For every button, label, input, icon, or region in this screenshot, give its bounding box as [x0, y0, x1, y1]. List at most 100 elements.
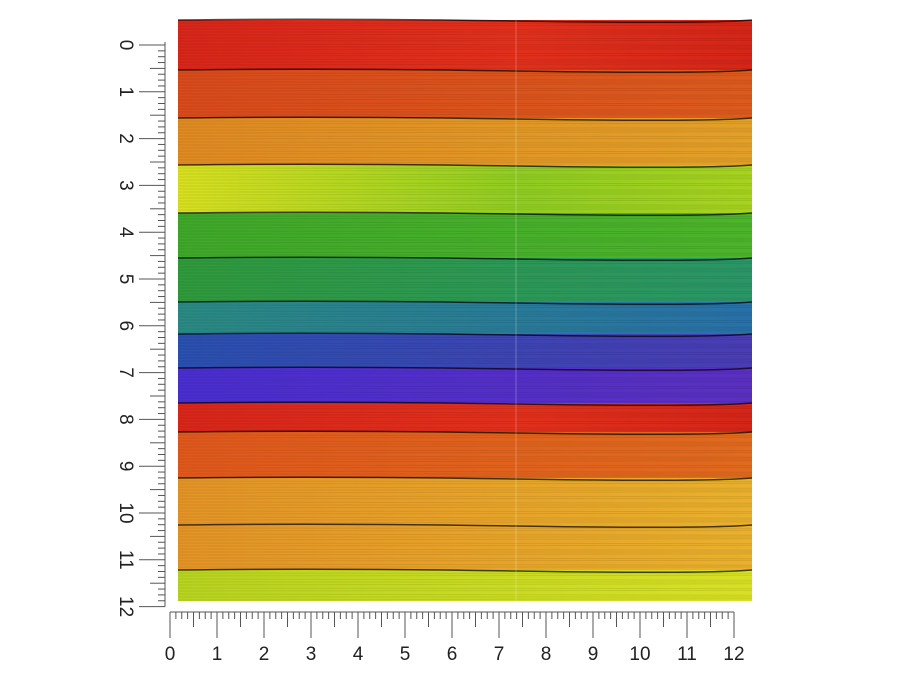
wood-grain: [177, 33, 753, 36]
ruler-label: 1: [212, 644, 223, 665]
wood-grain: [177, 208, 753, 211]
wood-grain: [177, 203, 753, 206]
wood-grain: [177, 563, 753, 566]
wood-grain: [177, 574, 753, 577]
plank: [178, 334, 752, 368]
plank-edge: [177, 256, 753, 262]
plank: [178, 258, 752, 302]
wood-grain: [177, 260, 753, 263]
wood-grain: [177, 391, 753, 394]
ruler-label: 2: [259, 644, 270, 665]
ruler-label: 0: [115, 40, 136, 51]
ruler-label: 4: [353, 644, 364, 665]
wood-grain: [177, 506, 753, 509]
wood-grain: [177, 449, 753, 452]
wood-grain: [177, 400, 753, 403]
ruler-label: 12: [723, 644, 744, 665]
ruler-label: 12: [115, 596, 136, 617]
wood-grain: [177, 593, 753, 596]
wood-grain: [177, 122, 753, 125]
wood-grain: [177, 217, 753, 220]
wood-grain: [177, 407, 753, 410]
wood-grain: [177, 416, 753, 419]
plank: [178, 70, 752, 118]
wood-grain: [177, 126, 753, 129]
wood-grain: [177, 54, 753, 57]
wood-grain: [177, 271, 753, 274]
wood-grain: [177, 135, 753, 138]
wood-grain: [177, 281, 753, 284]
wood-grain: [177, 422, 753, 425]
plank-edge: [177, 300, 753, 306]
ruler-label: 3: [115, 180, 136, 191]
plank-edge: [177, 366, 753, 372]
ruler-label: 8: [115, 414, 136, 425]
wood-grain: [177, 72, 753, 75]
ruler-label: 10: [115, 502, 136, 523]
wood-grain: [177, 325, 753, 328]
wood-grain: [177, 215, 753, 218]
wood-grain: [177, 587, 753, 590]
wood-grain: [177, 141, 753, 144]
wood-grain: [177, 251, 753, 254]
wood-grain: [177, 482, 753, 485]
wood-grain: [177, 396, 753, 399]
wood-grain: [177, 161, 753, 164]
wood-grain: [177, 277, 753, 280]
wood-grain: [177, 315, 753, 318]
wood-grain: [177, 559, 753, 562]
wood-grain: [177, 102, 753, 105]
wood-grain: [177, 542, 753, 545]
wood-grain: [177, 247, 753, 250]
wood-grain: [177, 512, 753, 515]
wood-grain: [177, 245, 753, 248]
wood-grain: [177, 578, 753, 581]
wood-grain: [177, 221, 753, 224]
ruler-label: 8: [541, 644, 552, 665]
wood-grain: [177, 266, 753, 269]
wood-grain: [177, 131, 753, 134]
wood-grain: [177, 120, 753, 123]
wood-grain: [177, 226, 753, 229]
plank-edge: [177, 116, 753, 122]
ruler-label: 0: [165, 644, 176, 665]
plank: [178, 165, 752, 213]
wood-grain: [177, 420, 753, 423]
wood-grain: [177, 338, 753, 341]
wood-grain: [177, 351, 753, 354]
wood-grain: [177, 516, 753, 519]
plank-edge: [177, 568, 753, 574]
ruler-label: 11: [677, 644, 697, 665]
wood-grain: [177, 87, 753, 90]
plank-edge: [177, 523, 753, 529]
wood-grain: [177, 197, 753, 200]
wood-grain: [177, 22, 753, 25]
ruler-label: 4: [115, 227, 136, 238]
wood-grain: [177, 78, 753, 81]
wood-grain: [177, 495, 753, 498]
wood-grain: [177, 381, 753, 384]
wood-grain: [177, 589, 753, 592]
wood-grain: [177, 290, 753, 293]
plank: [178, 302, 752, 334]
wood-grain: [177, 108, 753, 111]
wood-grain: [177, 353, 753, 356]
wood-grain: [177, 236, 753, 239]
wood-grain: [177, 37, 753, 40]
plank-edge: [177, 401, 753, 407]
wood-grain: [177, 445, 753, 448]
wood-grain: [177, 98, 753, 101]
wood-grain: [177, 342, 753, 345]
wood-grain: [177, 319, 753, 322]
wood-grain: [177, 83, 753, 86]
wood-grain: [177, 28, 753, 31]
ruler-label: 10: [629, 644, 650, 665]
wood-grain: [177, 184, 753, 187]
wood-grain: [177, 286, 753, 289]
plank: [178, 478, 752, 525]
wood-grain: [177, 501, 753, 504]
wood-grain: [177, 460, 753, 463]
ruler-label: 9: [588, 644, 599, 665]
wood-grain: [177, 426, 753, 429]
